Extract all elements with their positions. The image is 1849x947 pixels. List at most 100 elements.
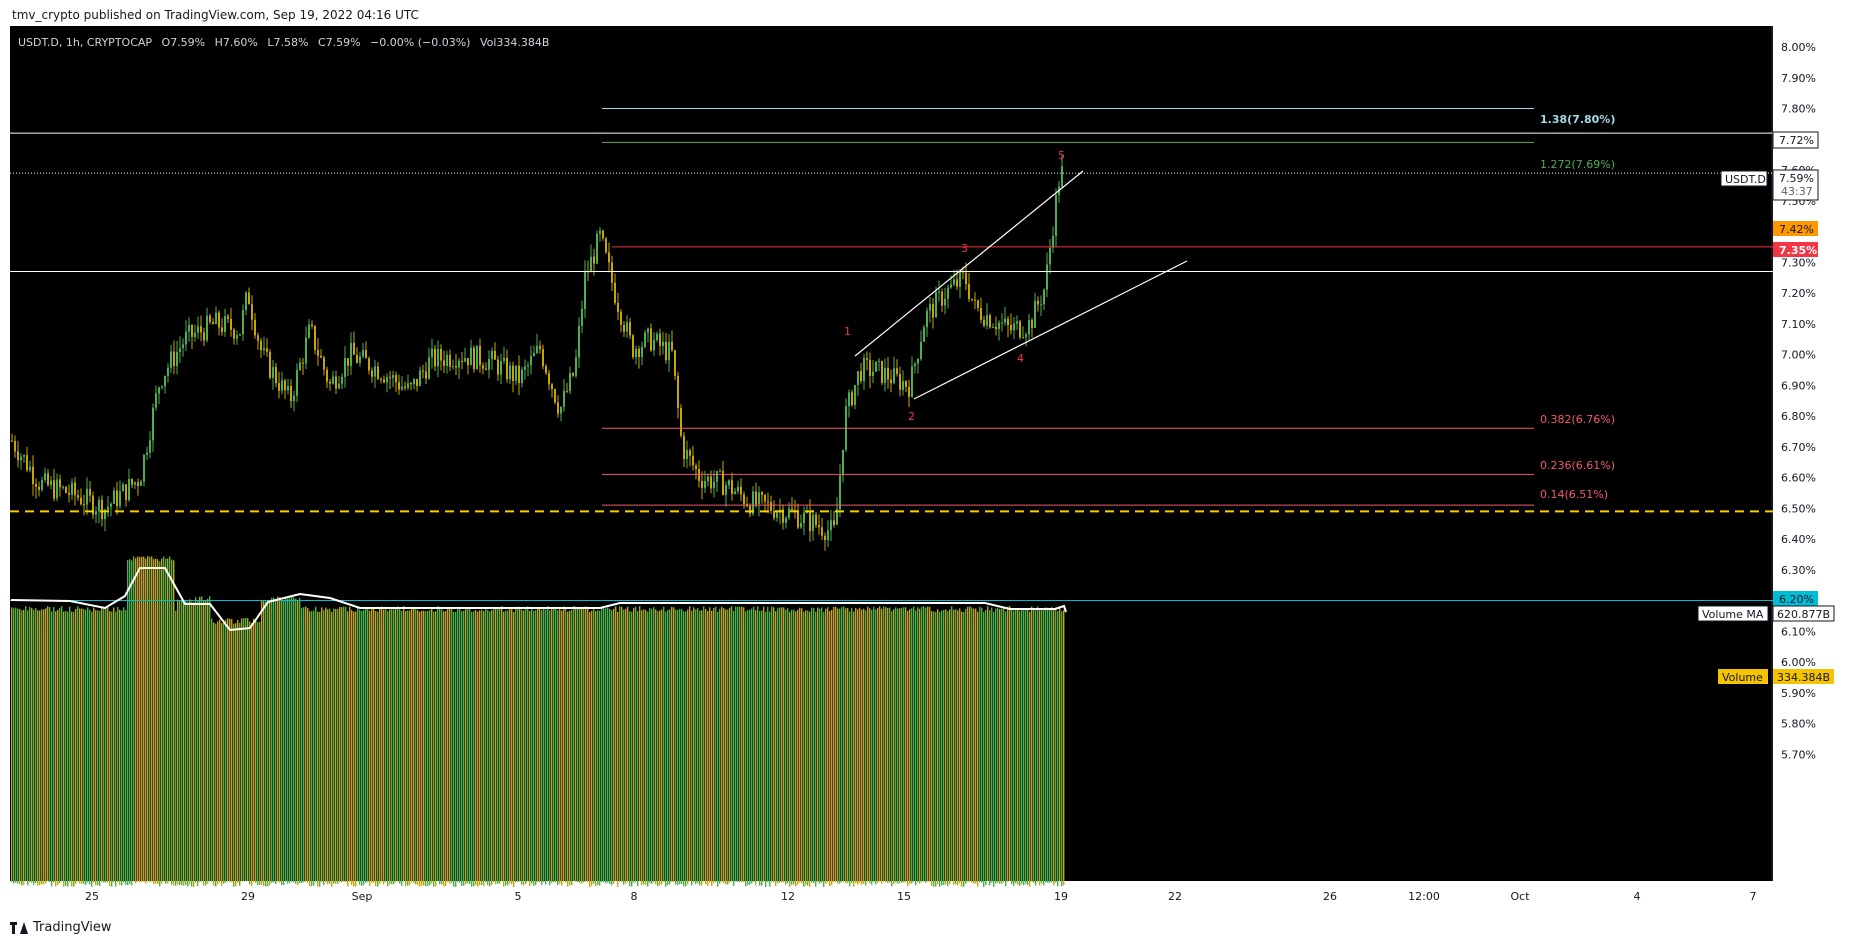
volume-bar: [387, 611, 389, 887]
price-chart[interactable]: USDT.D, 1h, CRYPTOCAP O7.59% H7.60% L7.5…: [0, 26, 1849, 914]
volume-bar: [191, 601, 193, 887]
volume-bar: [399, 608, 401, 884]
candle-body: [17, 451, 19, 461]
candle-body: [524, 366, 526, 370]
legend-open: O7.59%: [162, 36, 206, 49]
candle-body: [398, 382, 400, 390]
volume-bar: [335, 608, 337, 884]
volume-bar: [907, 610, 909, 886]
candle-body: [995, 327, 997, 329]
candle-body: [221, 327, 223, 333]
volume-label: Volume 334.384B: [1718, 669, 1834, 684]
volume-bar: [799, 607, 801, 883]
volume-bar: [923, 606, 925, 882]
volume-bar: [405, 611, 407, 887]
candle-body: [212, 321, 214, 325]
volume-bar: [1061, 611, 1063, 887]
volume-bar: [421, 610, 423, 886]
volume-bar: [409, 610, 411, 886]
volume-bar: [561, 610, 563, 886]
volume-bar: [359, 609, 361, 885]
volume-bar: [381, 606, 383, 882]
volume-bar: [755, 610, 757, 886]
candle-body: [674, 350, 676, 376]
volume-bar: [465, 609, 467, 885]
x-tick-label: 12: [781, 890, 795, 903]
volume-bar: [537, 607, 539, 883]
volume-bar: [545, 609, 547, 885]
candle-body: [323, 357, 325, 370]
volume-bar: [701, 610, 703, 886]
candle-body: [182, 344, 184, 349]
volume-bar: [889, 607, 891, 883]
candle-body: [527, 365, 529, 367]
legend-volume: Vol334.384B: [480, 36, 550, 49]
fib-label-1.272: 1.272(7.69%): [1540, 158, 1615, 171]
volume-bar: [361, 610, 363, 886]
candle-body: [899, 373, 901, 390]
volume-bar: [1057, 611, 1059, 887]
candle-body: [935, 292, 937, 318]
volume-bar: [339, 607, 341, 883]
volume-bar: [103, 607, 105, 883]
volume-bar: [671, 606, 673, 882]
volume-bar: [473, 611, 475, 887]
volume-bar: [629, 611, 631, 887]
volume-bar: [855, 607, 857, 883]
volume-bar: [557, 610, 559, 886]
volume-bar: [345, 606, 347, 882]
volume-bar: [579, 607, 581, 883]
volume-bar: [281, 599, 283, 885]
fib-label-0.14: 0.14(6.51%): [1540, 488, 1608, 501]
time-axis[interactable]: 25 29 Sep 5 8 12 15 19 22 26 12:00 Oct 4 7: [85, 890, 1757, 903]
x-tick-label: Sep: [352, 890, 373, 903]
candle-body: [788, 508, 790, 518]
volume-bar: [871, 609, 873, 885]
volume-bar: [883, 606, 885, 882]
candle-body: [419, 370, 421, 386]
candle-body: [863, 358, 865, 382]
tradingview-logo[interactable]: TradingView: [10, 920, 112, 935]
volume-bar: [605, 608, 607, 884]
volume-bar: [331, 611, 333, 887]
candle-body: [269, 351, 271, 378]
candle-body: [584, 271, 586, 309]
candle-body: [650, 328, 652, 351]
volume-bar: [959, 608, 961, 884]
volume-bar: [717, 611, 719, 887]
x-tick-label: 26: [1323, 890, 1337, 903]
candle-body: [740, 486, 742, 495]
volume-bar: [101, 606, 103, 882]
volume-bar: [77, 606, 79, 882]
volume-bar: [21, 610, 23, 886]
volume-bar: [805, 610, 807, 886]
y-tick-label: 6.90%: [1781, 379, 1816, 392]
volume-bar: [617, 611, 619, 887]
candle-body: [29, 466, 31, 471]
price-axis-bg: [1773, 26, 1838, 914]
volume-bar: [763, 606, 765, 882]
candle-body: [890, 379, 892, 384]
candle-body: [503, 357, 505, 362]
candle-body: [611, 262, 613, 283]
candle-body: [200, 326, 202, 333]
volume-bar: [613, 608, 615, 884]
candle-body: [35, 483, 37, 487]
volume-bar: [507, 610, 509, 886]
svg-text:620.877B: 620.877B: [1777, 608, 1830, 621]
candle-body: [533, 352, 535, 357]
volume-bar: [985, 609, 987, 885]
volume-bar: [639, 606, 641, 882]
volume-bar: [633, 607, 635, 883]
candle-body: [191, 325, 193, 338]
svg-text:7.59%: 7.59%: [1779, 172, 1814, 185]
candle-body: [680, 407, 682, 436]
candle-body: [620, 311, 622, 325]
candle-body: [176, 351, 178, 367]
candle-body: [833, 520, 835, 525]
volume-bar: [793, 609, 795, 885]
volume-bar: [211, 618, 213, 882]
volume-bar: [915, 610, 917, 886]
candle-body: [62, 486, 64, 488]
volume-bar: [485, 607, 487, 883]
